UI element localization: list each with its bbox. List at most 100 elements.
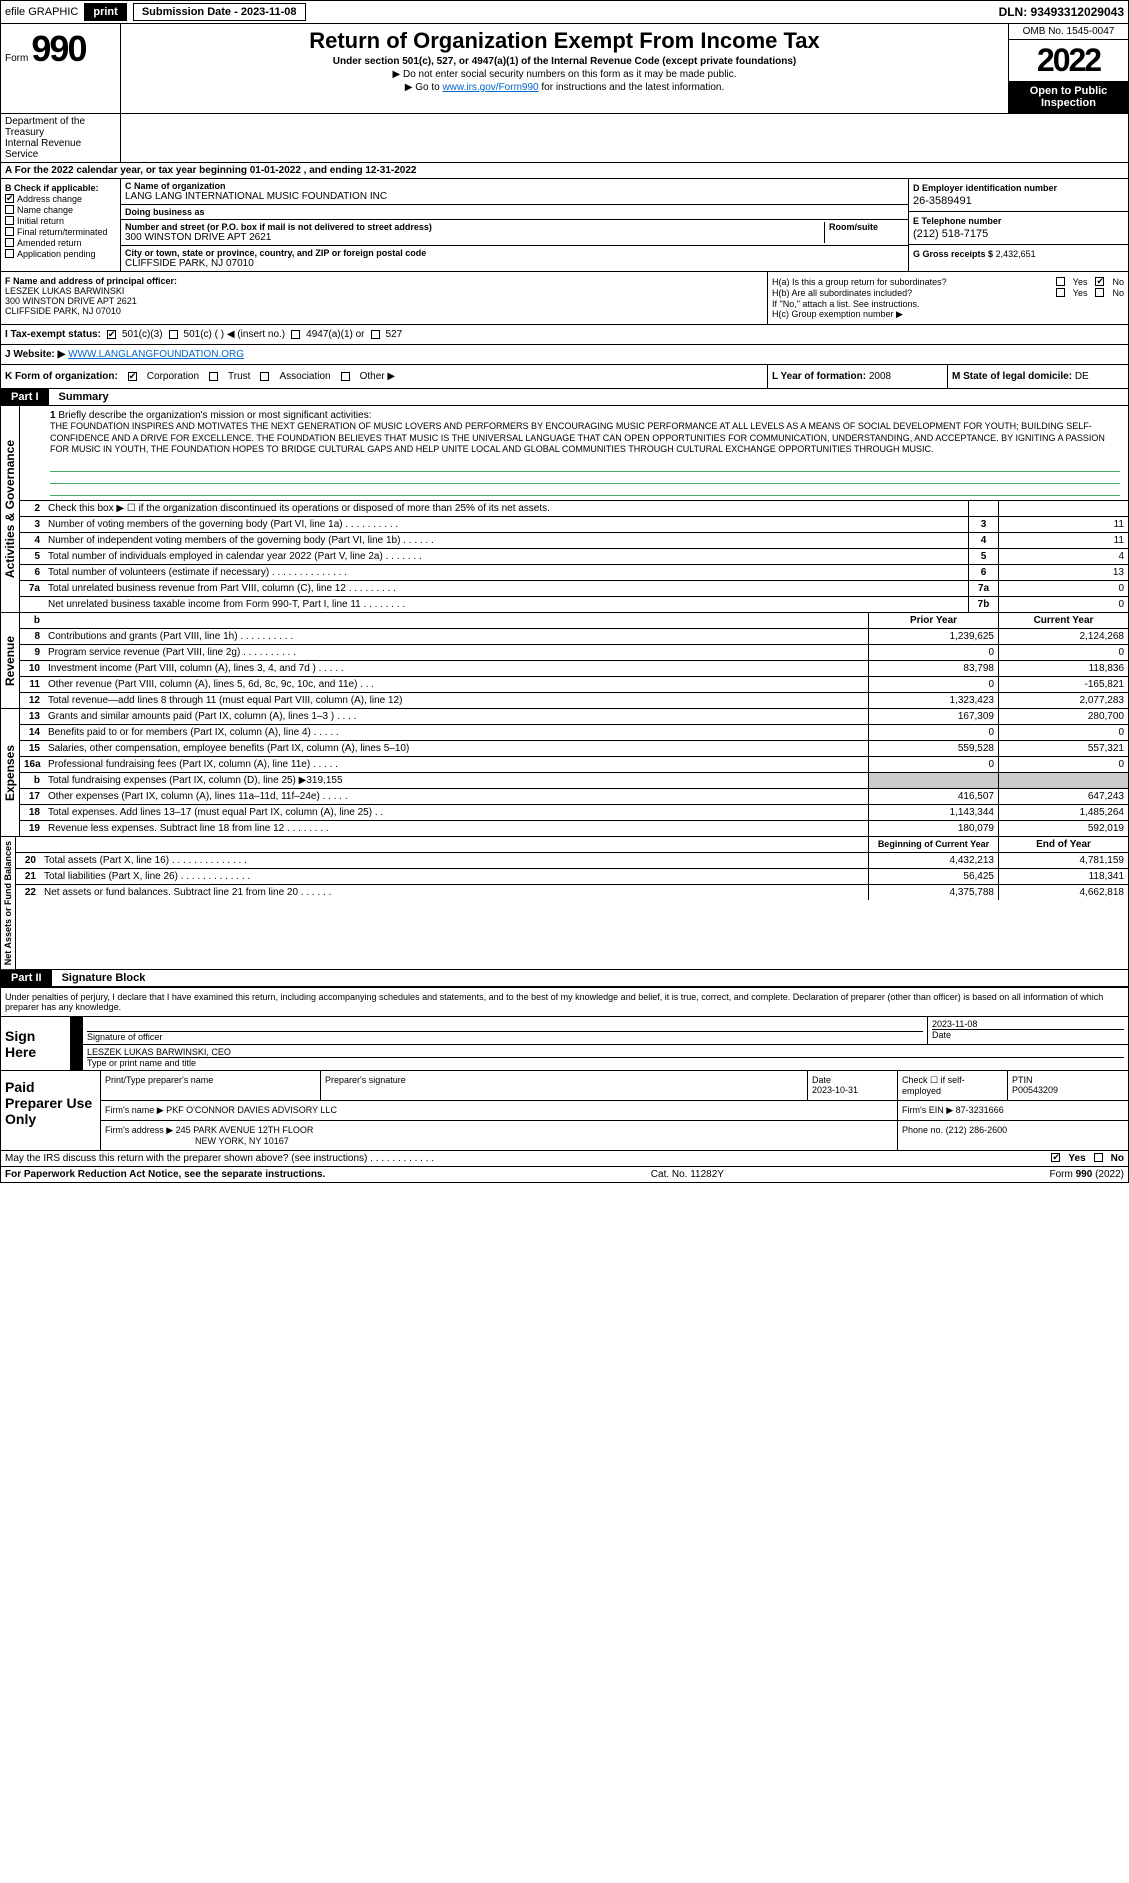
row-current [998, 773, 1128, 788]
a-period: For the 2022 calendar year, or tax year … [15, 165, 417, 176]
row-text: Benefits paid to or for members (Part IX… [44, 725, 868, 740]
row-current: 4,662,818 [998, 885, 1128, 900]
rev-row: 9 Program service revenue (Part VIII, li… [20, 645, 1128, 661]
open-inspection: Open to Public Inspection [1009, 81, 1128, 113]
cat: Cat. No. 11282Y [651, 1169, 724, 1180]
na-row: 20 Total assets (Part X, line 16) . . . … [16, 853, 1128, 869]
b-checkbox[interactable] [5, 238, 14, 247]
row-val: 0 [998, 597, 1128, 612]
gov-row: 4 Number of independent voting members o… [20, 533, 1128, 549]
l-box: L Year of formation: 2008 [768, 365, 948, 388]
sig-disclaimer: Under penalties of perjury, I declare th… [1, 988, 1128, 1017]
sig-name-label: Type or print name and title [87, 1057, 1124, 1068]
side-gov: Activities & Governance [1, 406, 20, 612]
discuss-no[interactable] [1094, 1153, 1103, 1162]
row-current: 2,124,268 [998, 629, 1128, 644]
print-button[interactable]: print [84, 3, 126, 21]
sub3-post: for instructions and the latest informat… [541, 82, 724, 93]
ha-no[interactable] [1095, 277, 1104, 286]
ha-yes[interactable] [1056, 277, 1065, 286]
k-corp[interactable] [128, 372, 137, 381]
a-text: A [5, 165, 15, 176]
row-prior: 0 [868, 725, 998, 740]
hb-yes[interactable] [1056, 288, 1065, 297]
sub2: ▶ Do not enter social security numbers o… [129, 69, 1000, 80]
discuss-yes[interactable] [1051, 1153, 1060, 1162]
b-checkbox[interactable] [5, 216, 14, 225]
b-check-row: Name change [5, 205, 116, 215]
i-501c3[interactable] [107, 330, 116, 339]
row-text: Other revenue (Part VIII, column (A), li… [44, 677, 868, 692]
irs-link[interactable]: www.irs.gov/Form990 [442, 82, 538, 93]
firm-label: Firm's name ▶ [105, 1105, 164, 1115]
i-501c[interactable] [169, 330, 178, 339]
i-4947-label: 4947(a)(1) or [306, 329, 364, 340]
k-label: K Form of organization: [5, 371, 118, 382]
l-label: L Year of formation: [772, 371, 866, 382]
website-link[interactable]: WWW.LANGLANGFOUNDATION.ORG [68, 349, 244, 360]
row-current: 118,341 [998, 869, 1128, 884]
row-num: 19 [20, 821, 44, 836]
k-trust[interactable] [209, 372, 218, 381]
sig-mark [71, 1017, 83, 1044]
i-c3-label: 501(c)(3) [122, 329, 163, 340]
sig-mark [71, 1045, 83, 1070]
row-text: Other expenses (Part IX, column (A), lin… [44, 789, 868, 804]
k-corp-label: Corporation [147, 371, 199, 382]
hb-no[interactable] [1095, 288, 1104, 297]
b-checkbox[interactable] [5, 194, 14, 203]
row-box: 6 [968, 565, 998, 580]
c-name: LANG LANG INTERNATIONAL MUSIC FOUNDATION… [125, 191, 904, 202]
b-checkbox[interactable] [5, 227, 14, 236]
c-room-label: Room/suite [829, 222, 904, 232]
b-checkbox[interactable] [5, 205, 14, 214]
row-prior: 1,143,344 [868, 805, 998, 820]
tax-year: 2022 [1009, 40, 1128, 81]
na-row: 21 Total liabilities (Part X, line 26) .… [16, 869, 1128, 885]
row-current: 118,836 [998, 661, 1128, 676]
exp-row: 16a Professional fundraising fees (Part … [20, 757, 1128, 773]
b-check-row: Initial return [5, 216, 116, 226]
k-other[interactable] [341, 372, 350, 381]
row-num: 4 [20, 533, 44, 548]
i-4947[interactable] [291, 330, 300, 339]
part1-header: Part I Summary [0, 389, 1129, 406]
row-num: 8 [20, 629, 44, 644]
row-text: Revenue less expenses. Subtract line 18 … [44, 821, 868, 836]
gov-block: Activities & Governance 1 Briefly descri… [0, 406, 1129, 613]
discuss-row: May the IRS discuss this return with the… [0, 1151, 1129, 1167]
hdr-current: Current Year [998, 613, 1128, 628]
gov-row: 2 Check this box ▶ ☐ if the organization… [20, 501, 1128, 517]
b-check-label: Initial return [17, 216, 64, 226]
row-box [968, 501, 998, 516]
dept-treasury: Department of the Treasury [5, 116, 116, 138]
mission-text: THE FOUNDATION INSPIRES AND MOTIVATES TH… [50, 421, 1120, 456]
row-num: 21 [16, 869, 40, 884]
f-addr1: 300 WINSTON DRIVE APT 2621 [5, 296, 763, 306]
discuss-q: May the IRS discuss this return with the… [5, 1153, 434, 1164]
gov-row: 5 Total number of individuals employed i… [20, 549, 1128, 565]
ein-label: Firm's EIN ▶ [902, 1105, 953, 1115]
exp-row: 17 Other expenses (Part IX, column (A), … [20, 789, 1128, 805]
na-block: Net Assets or Fund Balances Beginning of… [0, 837, 1129, 970]
row-num: 5 [20, 549, 44, 564]
sub3-pre: ▶ Go to [405, 82, 443, 93]
row-text: Contributions and grants (Part VIII, lin… [44, 629, 868, 644]
rev-row: 11 Other revenue (Part VIII, column (A),… [20, 677, 1128, 693]
b-check-label: Name change [17, 205, 73, 215]
p-h1: Print/Type preparer's name [101, 1071, 321, 1100]
row-prior: 0 [868, 645, 998, 660]
col-c: C Name of organization LANG LANG INTERNA… [121, 179, 908, 271]
row-text: Total number of individuals employed in … [44, 549, 968, 564]
section-j: J Website: ▶ WWW.LANGLANGFOUNDATION.ORG [0, 345, 1129, 365]
k-assoc[interactable] [260, 372, 269, 381]
f-name: LESZEK LUKAS BARWINSKI [5, 286, 763, 296]
row-current: 647,243 [998, 789, 1128, 804]
na-hdr-prior: Beginning of Current Year [868, 837, 998, 852]
k-box: K Form of organization: Corporation Trus… [1, 365, 768, 388]
hb-label: H(b) Are all subordinates included? [772, 288, 912, 298]
b-checkbox[interactable] [5, 249, 14, 258]
i-527[interactable] [371, 330, 380, 339]
firm: PKF O'CONNOR DAVIES ADVISORY LLC [166, 1105, 337, 1115]
gov-row: 7a Total unrelated business revenue from… [20, 581, 1128, 597]
